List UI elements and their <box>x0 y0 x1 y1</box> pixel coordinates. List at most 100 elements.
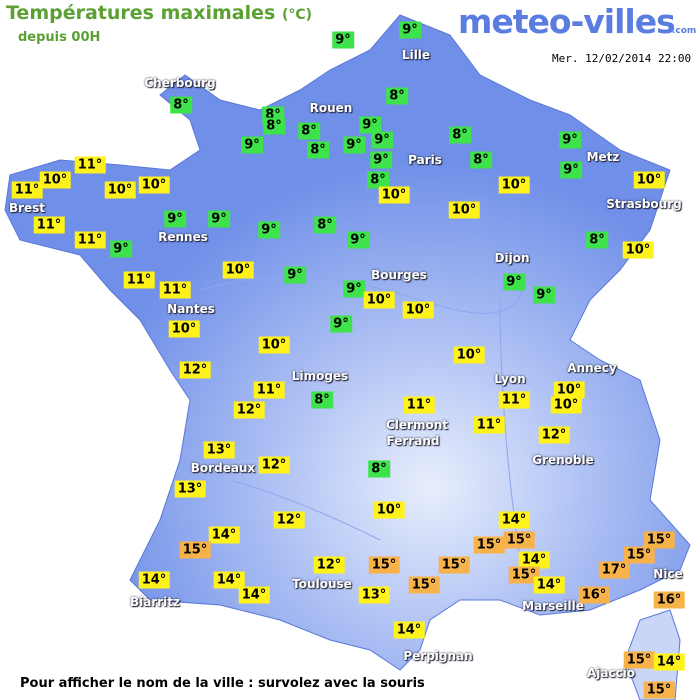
temperature-badge[interactable]: 9° <box>343 280 365 298</box>
temperature-badge[interactable]: 9° <box>208 210 230 228</box>
temperature-badge[interactable]: 9° <box>332 31 354 49</box>
city-label: Bourges <box>371 268 427 282</box>
temperature-badge[interactable]: 9° <box>258 221 280 239</box>
city-label: Lyon <box>494 372 526 386</box>
temperature-badge[interactable]: 8° <box>449 126 471 144</box>
temperature-badge[interactable]: 9° <box>359 116 381 134</box>
temperature-badge[interactable]: 14° <box>533 576 565 594</box>
temperature-badge[interactable]: 14° <box>653 653 685 671</box>
temperature-badge[interactable]: 11° <box>473 416 505 434</box>
temperature-badge[interactable]: 10° <box>448 201 480 219</box>
temperature-badge[interactable]: 9° <box>503 273 525 291</box>
temperature-badge[interactable]: 15° <box>623 546 655 564</box>
temperature-badge[interactable]: 11° <box>74 231 106 249</box>
temperature-badge[interactable]: 8° <box>307 141 329 159</box>
temperature-badge[interactable]: 13° <box>174 480 206 498</box>
temperature-badge[interactable]: 15° <box>643 531 675 549</box>
temperature-badge[interactable]: 10° <box>39 171 71 189</box>
temperature-badge[interactable]: 8° <box>386 87 408 105</box>
city-label: Annecy <box>567 361 617 375</box>
temperature-badge[interactable]: 9° <box>533 286 555 304</box>
temperature-badge[interactable]: 11° <box>74 156 106 174</box>
temperature-badge[interactable]: 10° <box>373 501 405 519</box>
temperature-badge[interactable]: 12° <box>179 361 211 379</box>
temperature-badge[interactable]: 8° <box>311 391 333 409</box>
temperature-badge[interactable]: 10° <box>104 181 136 199</box>
temperature-badge[interactable]: 13° <box>203 441 235 459</box>
temperature-badge[interactable]: 11° <box>403 396 435 414</box>
temperature-badge[interactable]: 10° <box>633 171 665 189</box>
temperature-badge[interactable]: 8° <box>368 460 390 478</box>
temperature-badge[interactable]: 12° <box>538 426 570 444</box>
temperature-badge[interactable]: 17° <box>598 561 630 579</box>
temperature-badge[interactable]: 12° <box>233 401 265 419</box>
city-label: Lille <box>401 48 431 62</box>
temperature-badge[interactable]: 10° <box>168 320 200 338</box>
temperature-badge[interactable]: 15° <box>473 536 505 554</box>
temperature-badge[interactable]: 16° <box>578 586 610 604</box>
temperature-badge[interactable]: 9° <box>559 131 581 149</box>
temperature-badge[interactable]: 12° <box>258 456 290 474</box>
temperature-badge[interactable]: 14° <box>498 511 530 529</box>
temperature-badge[interactable]: 11° <box>159 281 191 299</box>
temperature-badge[interactable]: 10° <box>402 301 434 319</box>
temperature-badge[interactable]: 12° <box>273 511 305 529</box>
temperature-badge[interactable]: 9° <box>164 210 186 228</box>
temperature-badge[interactable]: 10° <box>622 241 654 259</box>
temperature-badge[interactable]: 14° <box>208 526 240 544</box>
temperature-badge[interactable]: 12° <box>313 556 345 574</box>
city-label: Cherbourg <box>144 76 216 90</box>
temperature-badge[interactable]: 8° <box>470 151 492 169</box>
temperature-badge[interactable]: 8° <box>298 122 320 140</box>
city-label: Nantes <box>167 302 215 316</box>
temperature-badge[interactable]: 9° <box>241 136 263 154</box>
title-text: Températures maximales <box>6 2 276 24</box>
temperature-badge[interactable]: 10° <box>498 176 530 194</box>
temperature-badge[interactable]: 14° <box>138 571 170 589</box>
temperature-badge[interactable]: 14° <box>393 621 425 639</box>
temperature-badge[interactable]: 16° <box>653 591 685 609</box>
temperature-badge[interactable]: 9° <box>399 21 421 39</box>
footer: Pour afficher le nom de la ville : survo… <box>20 676 425 691</box>
temperature-badge[interactable]: 15° <box>623 651 655 669</box>
temperature-badge[interactable]: 15° <box>408 576 440 594</box>
temperature-badge[interactable]: 8° <box>314 216 336 234</box>
temperature-badge[interactable]: 11° <box>253 381 285 399</box>
temperature-badge[interactable]: 14° <box>238 586 270 604</box>
temperature-badge[interactable]: 8° <box>367 171 389 189</box>
unit: (°C) <box>281 7 313 23</box>
temperature-badge[interactable]: 10° <box>222 261 254 279</box>
temperature-badge[interactable]: 15° <box>643 681 675 699</box>
logo-suffix: .com <box>672 26 697 36</box>
temperature-badge[interactable]: 9° <box>284 266 306 284</box>
temperature-badge[interactable]: 9° <box>347 231 369 249</box>
temperature-badge[interactable]: 15° <box>438 556 470 574</box>
temperature-badge[interactable]: 9° <box>560 161 582 179</box>
temperature-badge[interactable]: 15° <box>503 531 535 549</box>
temperature-badge[interactable]: 9° <box>343 136 365 154</box>
temperature-badge[interactable]: 10° <box>363 291 395 309</box>
temperature-badge[interactable]: 11° <box>498 391 530 409</box>
temperature-badge[interactable]: 11° <box>123 271 155 289</box>
temperature-badge[interactable]: 10° <box>553 381 585 399</box>
temperature-badge[interactable]: 9° <box>110 240 132 258</box>
temperature-badge[interactable]: 8° <box>586 231 608 249</box>
temperature-badge[interactable]: 14° <box>518 551 550 569</box>
temperature-badge[interactable]: 9° <box>330 315 352 333</box>
temperature-badge[interactable]: 8° <box>170 96 192 114</box>
temperature-badge[interactable]: 9° <box>371 131 393 149</box>
temperature-badge[interactable]: 10° <box>258 336 290 354</box>
temperature-badge[interactable]: 11° <box>33 216 65 234</box>
temperature-badge[interactable]: 10° <box>550 396 582 414</box>
temperature-badge[interactable]: 15° <box>508 566 540 584</box>
temperature-badge[interactable]: 10° <box>453 346 485 364</box>
temperature-badge[interactable]: 13° <box>358 586 390 604</box>
temperature-badge[interactable]: 14° <box>213 571 245 589</box>
temperature-badge[interactable]: 9° <box>370 151 392 169</box>
temperature-badge[interactable]: 11° <box>11 181 43 199</box>
temperature-badge[interactable]: 15° <box>179 541 211 559</box>
temperature-badge[interactable]: 10° <box>378 186 410 204</box>
temperature-badge[interactable]: 10° <box>138 176 170 194</box>
temperature-badge[interactable]: 8° <box>263 117 285 135</box>
temperature-badge[interactable]: 15° <box>368 556 400 574</box>
